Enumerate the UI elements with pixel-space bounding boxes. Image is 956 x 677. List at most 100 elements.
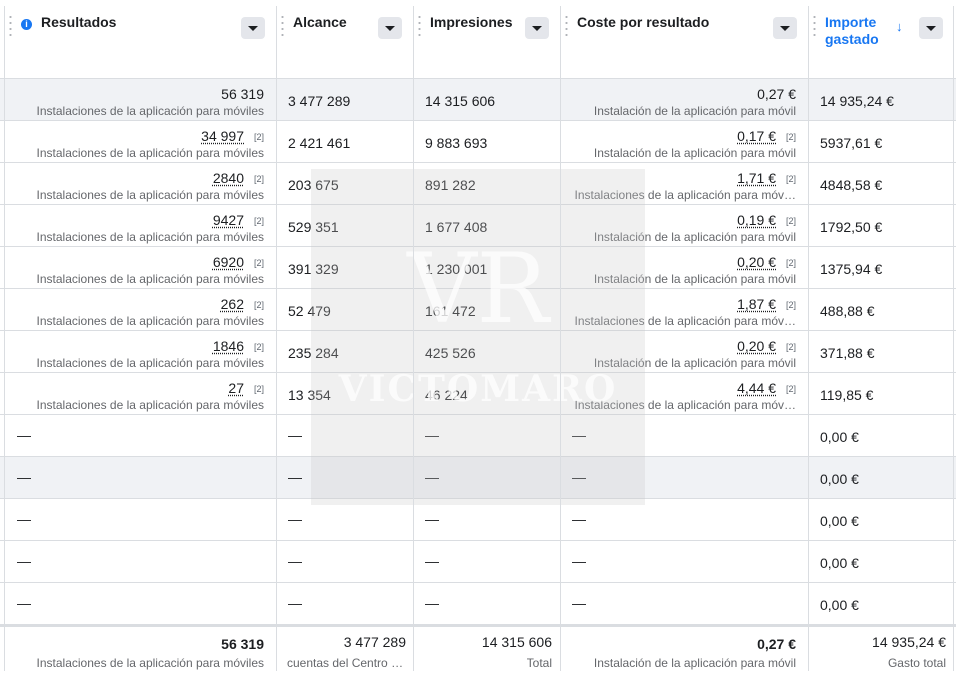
empty-dash: — — [425, 553, 439, 569]
results-value[interactable]: 9427 — [212, 212, 244, 228]
total-results-sub: Instalaciones de la aplicación para móvi… — [36, 656, 264, 670]
total-reach: 3 477 289 — [343, 634, 406, 650]
empty-dash: — — [572, 511, 586, 527]
total-impressions-sub: Total — [526, 656, 552, 670]
table-row[interactable]: 2840 [2] Instalaciones de la aplicación pa… — [0, 163, 956, 205]
impressions-value: 161 472 — [425, 303, 476, 319]
header-impressions[interactable]: Impresiones — [430, 14, 513, 30]
empty-dash: — — [288, 553, 302, 569]
results-footnote: [2] — [253, 132, 264, 142]
results-value[interactable]: 1846 — [212, 338, 244, 354]
empty-dash: — — [17, 469, 31, 485]
reach-value: 2 421 461 — [288, 135, 351, 151]
column-drag-handle[interactable] — [9, 14, 12, 38]
spent-value: 371,88 € — [820, 345, 875, 361]
results-value[interactable]: 34 997 — [201, 128, 244, 144]
column-divider — [953, 6, 954, 671]
cost-value[interactable]: 0,17 € — [737, 128, 776, 144]
cost-column-menu-button[interactable] — [773, 17, 797, 39]
cost-value[interactable]: 1,87 € — [737, 296, 776, 312]
table-row[interactable]: — — — — 0,00 € — [0, 415, 956, 457]
table-row[interactable]: — — — — 0,00 € — [0, 583, 956, 625]
cost-value[interactable]: 0,20 € — [737, 338, 776, 354]
cost-footnote: [2] — [785, 258, 796, 268]
spent-value: 1375,94 € — [820, 261, 883, 277]
empty-dash: — — [288, 469, 302, 485]
header-results[interactable]: Resultados — [41, 14, 117, 30]
total-impressions: 14 315 606 — [481, 634, 552, 650]
impressions-value: 1 677 408 — [425, 219, 488, 235]
total-cost-sub: Instalación de la aplicación para móvil — [593, 656, 796, 670]
table-row[interactable]: 9427 [2] Instalaciones de la aplicación pa… — [0, 205, 956, 247]
results-column-menu-button[interactable] — [241, 17, 265, 39]
header-cost-per-result[interactable]: Coste por resultado — [577, 14, 710, 30]
table-row[interactable]: 56 319 Instalaciones de la aplicación par… — [0, 79, 956, 121]
cost-label: Instalación de la aplicación para móvil — [593, 104, 796, 118]
column-divider — [4, 6, 5, 671]
results-label: Instalaciones de la aplicación para móvi… — [36, 188, 264, 202]
empty-dash: — — [572, 427, 586, 443]
column-drag-handle[interactable] — [418, 14, 421, 38]
column-drag-handle[interactable] — [565, 14, 568, 38]
table-row[interactable]: 34 997 [2] Instalaciones de la aplicación … — [0, 121, 956, 163]
impressions-value: 46 224 — [425, 387, 468, 403]
cost-footnote: [2] — [785, 132, 796, 142]
cost-label: Instalaciones de la aplicación para móv… — [574, 398, 796, 412]
table-row[interactable]: — — — — 0,00 € — [0, 541, 956, 583]
reach-value: 529 351 — [288, 219, 339, 235]
results-value: 56 319 — [221, 86, 264, 102]
cost-label: Instalación de la aplicación para móvil — [593, 230, 796, 244]
table-row[interactable]: — — — — 0,00 € — [0, 457, 956, 499]
empty-dash: — — [425, 595, 439, 611]
column-drag-handle[interactable] — [813, 14, 816, 38]
spent-value: 1792,50 € — [820, 219, 883, 235]
cost-value[interactable]: 0,20 € — [737, 254, 776, 270]
results-label: Instalaciones de la aplicación para móvi… — [36, 272, 264, 286]
empty-dash: — — [17, 511, 31, 527]
spent-value: 0,00 € — [820, 429, 859, 445]
column-drag-handle[interactable] — [281, 14, 284, 38]
impressions-column-menu-button[interactable] — [525, 17, 549, 39]
cost-label: Instalación de la aplicación para móvil — [593, 356, 796, 370]
cost-value: 0,27 € — [757, 86, 796, 102]
column-divider[interactable] — [560, 6, 561, 671]
empty-dash: — — [572, 469, 586, 485]
spent-value: 0,00 € — [820, 471, 859, 487]
cost-value[interactable]: 4,44 € — [737, 380, 776, 396]
empty-dash: — — [425, 469, 439, 485]
total-results: 56 319 — [221, 636, 264, 652]
reach-column-menu-button[interactable] — [378, 17, 402, 39]
results-value[interactable]: 6920 — [212, 254, 244, 270]
table-row[interactable]: 262 [2] Instalaciones de la aplicación par… — [0, 289, 956, 331]
empty-dash: — — [425, 427, 439, 443]
header-reach[interactable]: Alcance — [293, 14, 347, 30]
table-row[interactable]: 1846 [2] Instalaciones de la aplicación pa… — [0, 331, 956, 373]
column-divider[interactable] — [276, 6, 277, 671]
totals-row: 56 319 Instalaciones de la aplicación pa… — [0, 625, 956, 673]
results-value[interactable]: 262 — [220, 296, 244, 312]
table-row[interactable]: 27 [2] Instalaciones de la aplicación para… — [0, 373, 956, 415]
empty-dash: — — [572, 595, 586, 611]
empty-dash: — — [288, 595, 302, 611]
header-amount-spent[interactable]: Importe gastado — [825, 14, 879, 48]
total-reach-sub: cuentas del Centro … — [287, 656, 404, 670]
cost-value[interactable]: 0,19 € — [737, 212, 776, 228]
table-row[interactable]: — — — — 0,00 € — [0, 499, 956, 541]
cost-value[interactable]: 1,71 € — [737, 170, 776, 186]
column-divider[interactable] — [808, 6, 809, 671]
header-amount-spent-line1: Importe — [825, 14, 877, 30]
results-label: Instalaciones de la aplicación para móvi… — [36, 104, 264, 118]
column-divider[interactable] — [413, 6, 414, 671]
spent-column-menu-button[interactable] — [919, 17, 943, 39]
info-icon[interactable]: i — [21, 19, 32, 30]
cost-footnote: [2] — [785, 300, 796, 310]
spent-value: 14 935,24 € — [820, 93, 894, 109]
cost-label: Instalación de la aplicación para móvil — [593, 146, 796, 160]
cost-footnote: [2] — [785, 174, 796, 184]
total-spent-sub: Gasto total — [887, 656, 946, 670]
table-row[interactable]: 6920 [2] Instalaciones de la aplicación pa… — [0, 247, 956, 289]
results-value[interactable]: 27 — [228, 380, 244, 396]
results-value[interactable]: 2840 — [212, 170, 244, 186]
sort-descending-icon[interactable]: ↓ — [896, 19, 903, 34]
empty-dash: — — [17, 553, 31, 569]
